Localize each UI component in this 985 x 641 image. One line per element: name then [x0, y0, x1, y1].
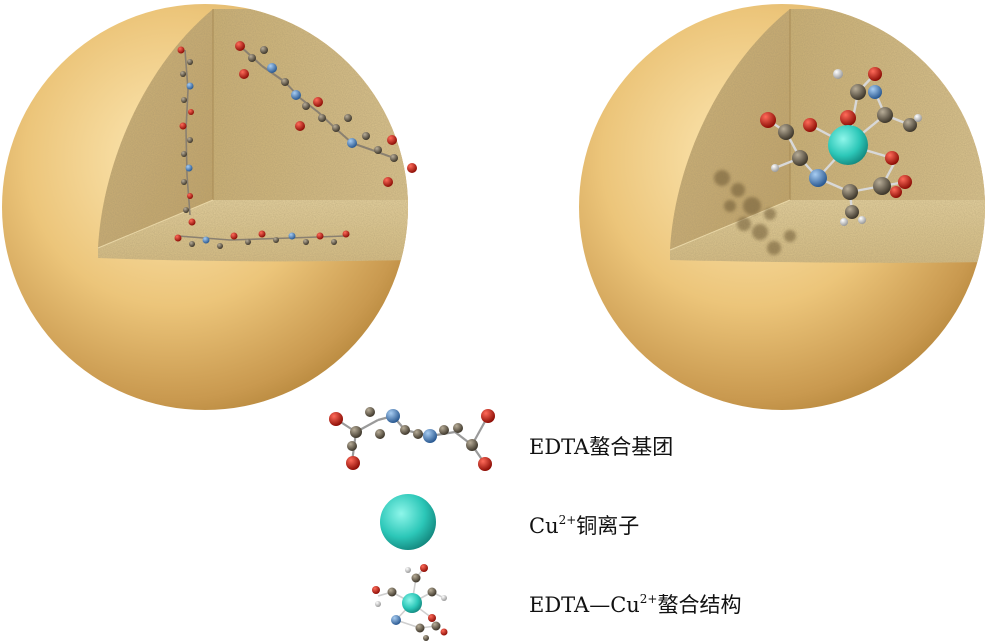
- legend-copper-ion-icon: [380, 494, 436, 550]
- legend-complex-icon: [372, 564, 448, 641]
- copper-ion-name: 铜离子: [576, 514, 640, 538]
- copper-charge: 2+: [558, 513, 577, 527]
- complex-charge: 2+: [639, 592, 658, 606]
- complex-prefix: EDTA—Cu: [529, 593, 640, 617]
- legend-edta-label: EDTA螯合基团: [529, 431, 673, 461]
- complex-shadow: [714, 170, 796, 255]
- right-sphere: [579, 4, 985, 410]
- left-sphere: [2, 4, 417, 410]
- legend-complex-label: EDTA—Cu2+螯合结构: [529, 589, 742, 619]
- complex-name: 螯合结构: [657, 593, 742, 617]
- legend-copper-ion-label: Cu2+铜离子: [529, 510, 639, 540]
- left-edta-molecules: [174, 41, 417, 249]
- right-complex-molecule: [760, 67, 922, 226]
- copper-symbol: Cu: [529, 514, 559, 538]
- legend-edta-icon: [329, 407, 495, 471]
- legend-edta-text: EDTA螯合基团: [529, 435, 674, 459]
